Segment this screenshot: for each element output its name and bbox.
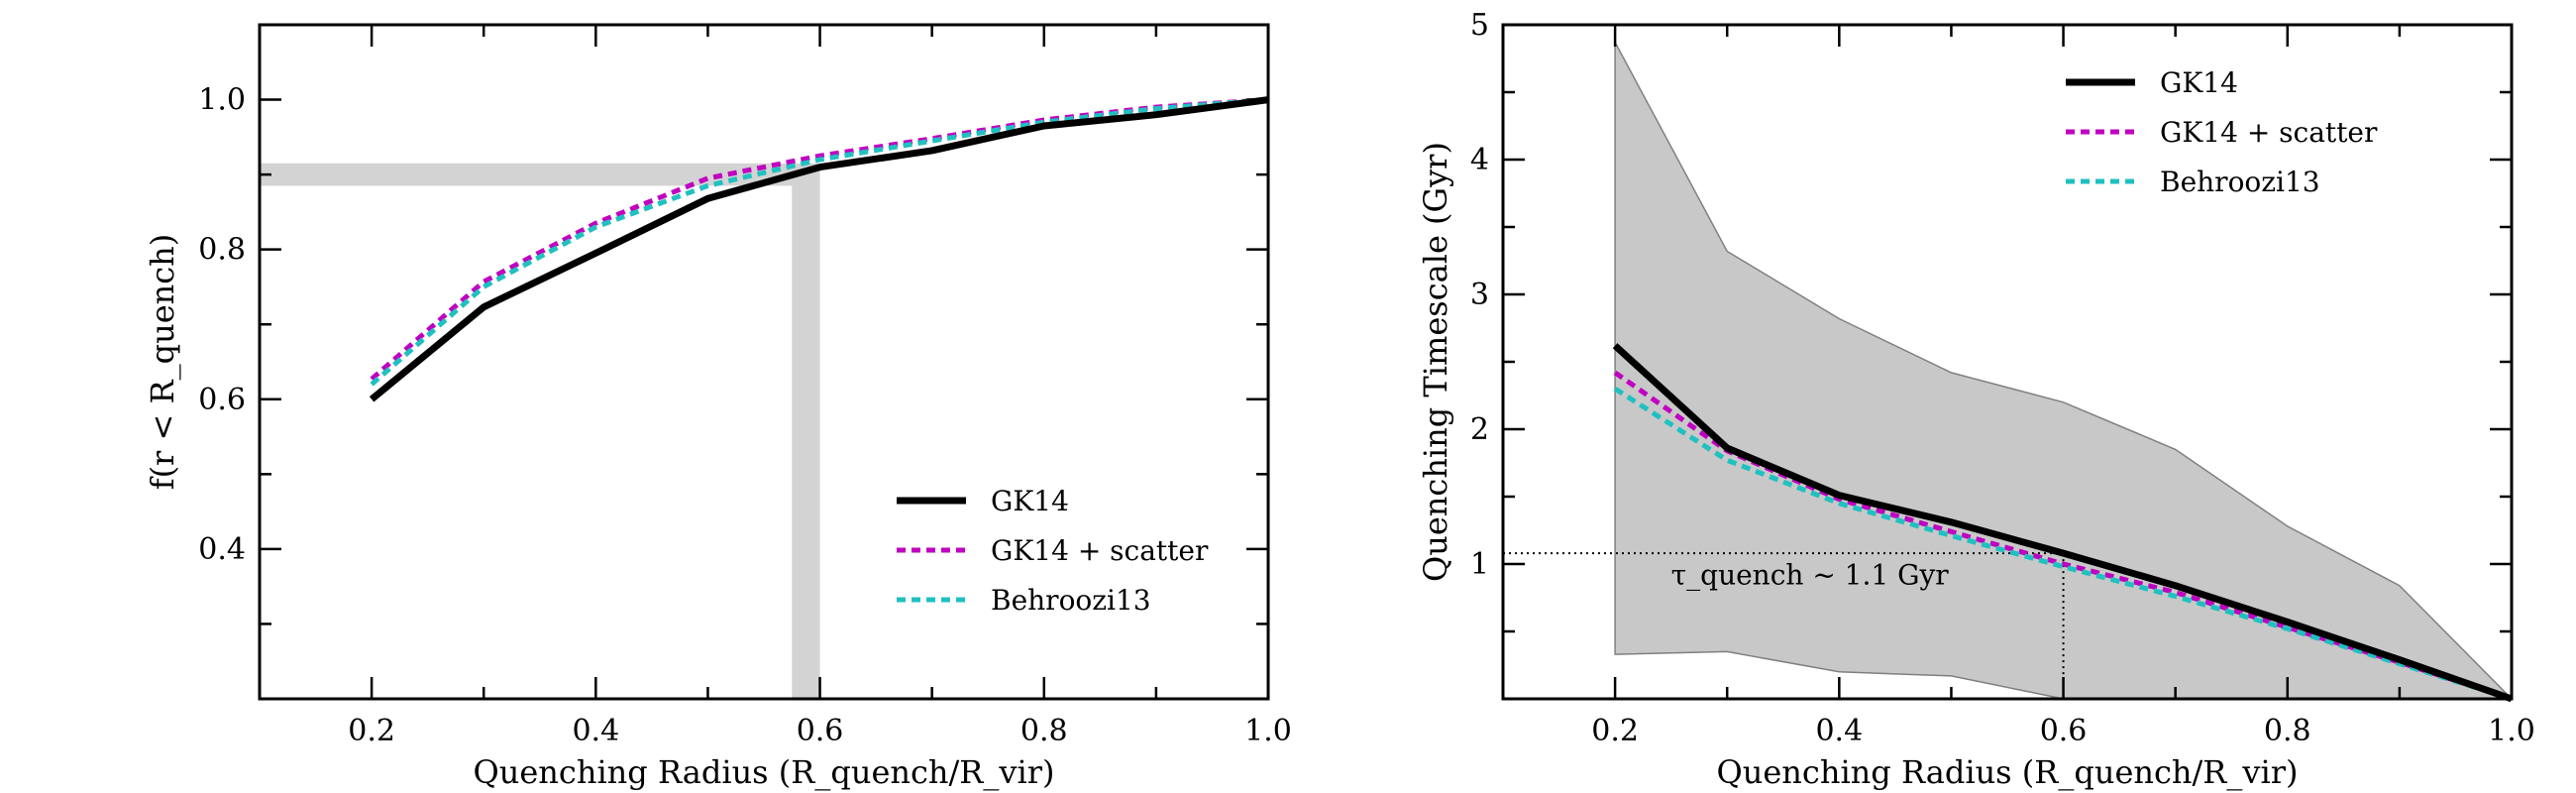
x-tick-label: 1.0 [1244,714,1292,748]
y-tick-label: 5 [1470,8,1489,43]
y-tick-label: 0.4 [198,532,246,567]
y-tick-label: 4 [1470,143,1489,177]
x-tick-label: 0.8 [1020,714,1068,748]
y-tick-label: 0.8 [198,233,246,268]
x-tick-label: 1.0 [2488,714,2535,748]
y-tick-label: 1 [1470,547,1489,582]
x-axis-label: Quenching Radius (R_quench/R_vir) [1717,753,2299,791]
legend-label: GK14 [991,485,1069,517]
y-tick-label: 2 [1470,412,1489,447]
y-axis-label: Quenching Timescale (Gyr) [1417,142,1454,582]
x-tick-label: 0.2 [1591,714,1639,748]
left-chart-panel: 0.2 0.4 0.6 0.8 1.0 0.4 0.6 0.8 1.0 Quenching Ra… [144,23,1292,791]
series-line-gk14 [369,96,1269,402]
series-line-behroozi13 [370,97,1269,387]
x-tick-label: 0.4 [572,714,619,748]
legend-label: GK14 + scatter [2160,116,2378,149]
series-line-gk14 [1612,343,2514,703]
x-axis-label: Quenching Radius (R_quench/R_vir) [474,753,1055,791]
series-line-gk14-scatter [370,97,1269,382]
y-axis-label: f(r < R_quench) [144,234,181,491]
right-chart-panel: 0.2 0.4 0.6 0.8 1.0 1 2 3 4 5 Quenching Radius (R… [1417,8,2535,791]
highlight-band-horizontal [260,163,820,186]
highlight-band-vertical [792,185,820,699]
x-tick-label: 0.6 [2040,714,2088,748]
y-tick-label: 0.6 [198,383,246,417]
legend-label: Behroozi13 [991,584,1151,617]
legend-label: Behroozi13 [2160,166,2320,198]
x-tick-label: 0.2 [348,714,395,748]
x-tick-label: 0.6 [797,714,844,748]
y-tick-label: 1.0 [198,83,246,118]
plot-frame [258,23,1270,701]
x-tick-label: 0.4 [1815,714,1863,748]
legend-label: GK14 [2160,66,2238,99]
legend-label: GK14 + scatter [991,534,1209,567]
annotation-text: τ_quench ~ 1.1 Gyr [1671,558,1950,591]
x-tick-label: 0.8 [2264,714,2311,748]
y-tick-label: 3 [1470,278,1489,312]
